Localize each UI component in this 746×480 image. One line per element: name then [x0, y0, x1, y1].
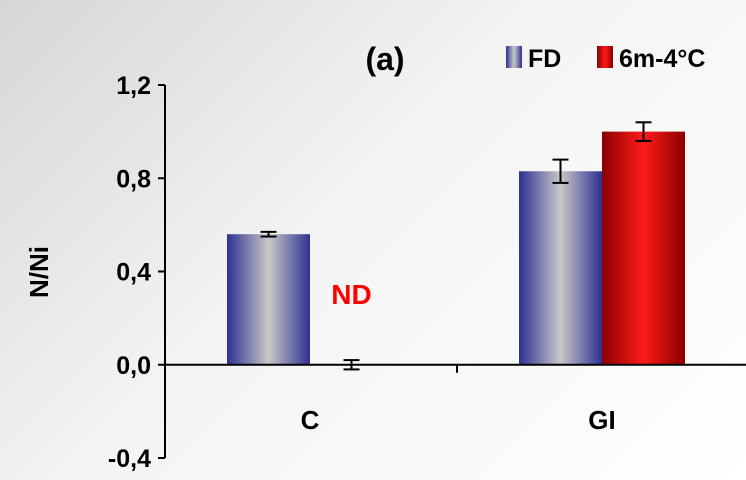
y-tick-label: 0,0 — [116, 352, 151, 380]
chart-title: (a) — [365, 41, 404, 77]
y-tick-label: 0,8 — [116, 165, 151, 193]
y-tick-label: -0,4 — [108, 445, 151, 473]
bar-fd-c-error-bar — [260, 230, 277, 238]
annotation-nd: ND — [331, 279, 371, 310]
labels-layer: -0,4 0,0 0,4 0,8 1,2 C GI ND — [108, 72, 616, 473]
bar-6m-4-c-gi-error-bar — [635, 121, 652, 142]
y-tick-label: 0,4 — [116, 259, 151, 287]
legend-label-6m-4c: 6m-4°C — [619, 45, 705, 73]
y-tick-label: 1,2 — [116, 72, 151, 100]
legend: FD 6m-4°C — [506, 45, 705, 73]
x-tick-label-c: C — [301, 405, 320, 435]
y-axis-label: N/Ni — [24, 246, 54, 298]
legend-swatch-fd — [506, 46, 522, 68]
bars-layer — [227, 121, 685, 371]
legend-swatch-6m-4c — [597, 46, 613, 68]
legend-label-fd: FD — [528, 45, 561, 73]
axes-layer — [158, 84, 746, 459]
bar-fd-gi — [519, 171, 602, 365]
bar-fd-gi-error-bar — [552, 158, 569, 184]
x-tick-label-gi: GI — [588, 405, 615, 435]
bar-fd-c — [227, 234, 310, 365]
bar-6m-4-c-gi — [602, 131, 685, 365]
